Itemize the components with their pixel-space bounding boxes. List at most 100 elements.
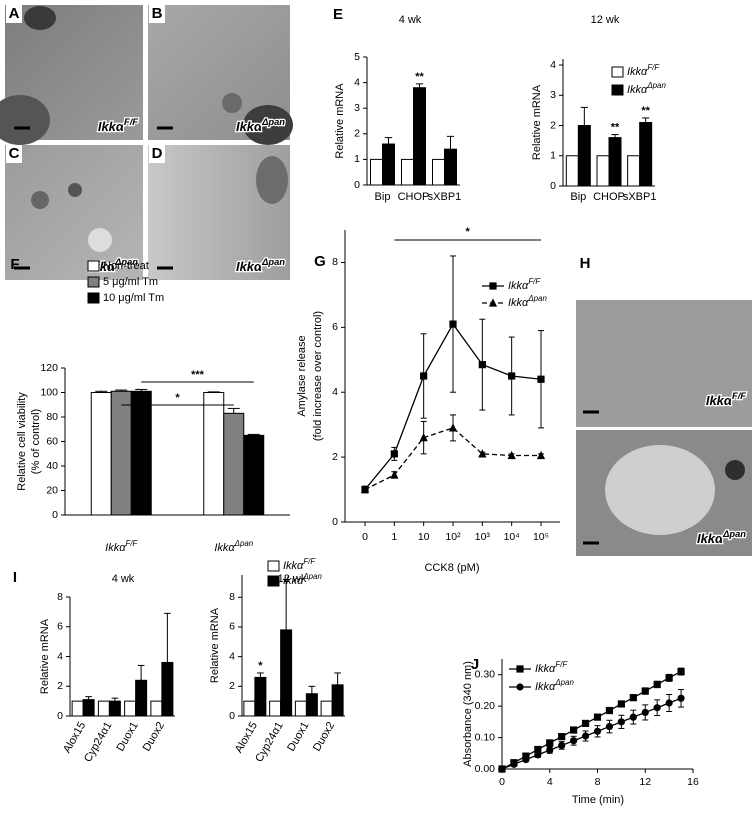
significance: *: [258, 660, 263, 672]
micrograph-label-base: Ikkα: [236, 259, 263, 274]
bar: [639, 122, 653, 187]
micrograph-label-sup: Δpan: [722, 529, 746, 539]
y-tick-label: 5: [354, 51, 360, 63]
legend-swatch: [87, 276, 100, 288]
legend-label: IkkαΔpan: [535, 678, 574, 693]
y-tick-label: 2: [332, 451, 338, 463]
micrograph-label-base: Ikkα: [697, 531, 724, 546]
legend-label-base: Ikkα: [535, 663, 556, 675]
y-tick-label: 40: [46, 460, 58, 472]
y-axis-label: Absorbance (340 nm): [462, 661, 474, 767]
marker: [390, 450, 398, 458]
error-bar: [642, 117, 650, 123]
bar: [71, 700, 84, 717]
x-tick-label: 16: [687, 776, 699, 788]
y-axis-label: Relative mRNA: [531, 84, 543, 160]
y-tick-label: 8: [229, 591, 235, 603]
panel-letter: I: [13, 569, 17, 586]
organelle: [243, 105, 293, 145]
x-tick-label: Bip: [570, 191, 586, 203]
x-tick-label-sup: F/F: [125, 539, 138, 548]
bar: [432, 158, 445, 186]
significance: *: [175, 392, 180, 404]
y-tick-label: 0.30: [475, 668, 496, 680]
y-axis-label: Relative mRNA: [209, 607, 221, 683]
y-tick-label: 60: [46, 435, 58, 447]
y-tick-label: 120: [40, 362, 58, 374]
x-tick-label: IkkαΔpan: [214, 539, 253, 554]
organelle: [24, 6, 56, 30]
legend-swatch: [267, 560, 280, 572]
y-tick-label: 4: [332, 386, 338, 398]
significance: ***: [191, 369, 205, 381]
legend-label: Non-treat: [103, 260, 149, 272]
y-tick-label: 0: [354, 179, 360, 191]
marker: [537, 375, 545, 383]
marker: [581, 719, 590, 728]
error-bar: [611, 134, 619, 138]
y-tick-label: 0: [52, 509, 58, 521]
micrographs: [0, 5, 752, 556]
error-bar: [580, 106, 588, 126]
chart-title: 12 wk: [591, 14, 620, 26]
y-tick-label: 0.10: [475, 731, 496, 743]
micrograph-label: IkkαΔpan: [697, 529, 746, 546]
marker: [581, 732, 590, 740]
marker: [593, 727, 602, 735]
x-tick-label: 8: [595, 776, 601, 788]
letter-box: [149, 145, 165, 163]
chart-title: 4 wk: [112, 573, 135, 585]
y-axis-label: Relative mRNA: [39, 618, 51, 694]
legend-label: IkkαF/F: [283, 557, 316, 572]
bar: [382, 143, 395, 186]
y-tick-label: 0: [332, 516, 338, 528]
y-axis-label: Relative cell viability: [16, 392, 28, 491]
y-tick-label: 2: [550, 119, 556, 131]
x-tick-label: Duox1: [114, 720, 140, 754]
x-tick-label: 10⁴: [504, 531, 520, 543]
marker: [507, 450, 516, 460]
y-tick-label: 4: [354, 76, 360, 88]
micrograph-label-base: Ikkα: [236, 119, 263, 134]
panel-letter: B: [152, 5, 163, 22]
marker: [360, 484, 370, 494]
bar: [370, 158, 383, 186]
organelle: [68, 183, 82, 197]
x-tick-label: 0: [362, 531, 368, 543]
bar: [243, 700, 256, 717]
legend-label-sup: F/F: [528, 277, 541, 286]
significance: **: [641, 105, 650, 117]
x-tick-label: 12: [639, 776, 651, 788]
y-tick-label: 100: [40, 386, 58, 398]
panel-letter: G: [314, 253, 326, 270]
marker: [558, 733, 566, 741]
bar: [565, 155, 579, 187]
legend-label: IkkαF/F: [508, 277, 541, 292]
series-line: [501, 670, 682, 770]
y-tick-label: 4: [229, 650, 235, 662]
y-tick-label: 4: [57, 650, 63, 662]
y-tick-label: 2: [354, 128, 360, 140]
x-tick-label-base: Ikkα: [214, 542, 235, 554]
x-tick-label: IkkαF/F: [105, 539, 138, 554]
y-tick-label: 3: [550, 89, 556, 101]
x-tick-label: 0: [499, 776, 505, 788]
bar: [577, 125, 591, 187]
marker: [508, 372, 516, 380]
bar: [110, 390, 132, 516]
bar: [413, 87, 426, 186]
micrograph-label: IkkαΔpan: [236, 117, 285, 134]
chart-title: 4 wk: [399, 14, 422, 26]
y-tick-label: 8: [57, 591, 63, 603]
error-bar: [308, 685, 316, 694]
bar: [203, 392, 225, 516]
y-tick-label: 6: [229, 621, 235, 633]
significance: *: [466, 226, 471, 238]
micrograph-label-sup: Δpan: [114, 257, 138, 267]
organelle: [88, 228, 112, 252]
x-tick-label: Bip: [375, 191, 391, 203]
marker: [390, 470, 399, 479]
